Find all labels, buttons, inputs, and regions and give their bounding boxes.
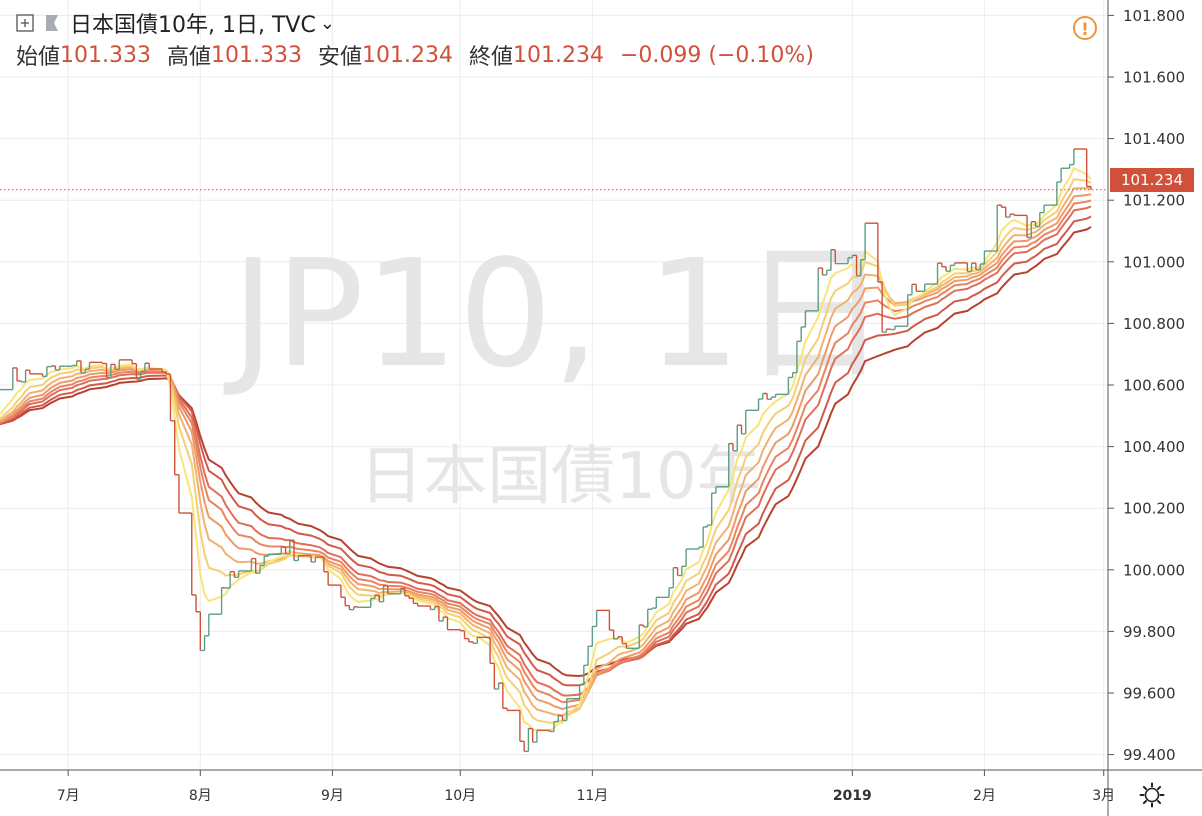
y-tick-label: 100.400	[1123, 438, 1185, 456]
plus-square-icon[interactable]	[16, 14, 34, 32]
x-tick-label: 2月	[973, 788, 996, 804]
y-tick-label: 99.600	[1123, 685, 1176, 703]
x-tick-label: 2019	[833, 788, 872, 804]
chart-legend: 日本国債10年, 1日, TVC ⌄ 始値 101.333 高値 101.333…	[16, 8, 814, 71]
gear-icon[interactable]	[1138, 781, 1166, 809]
high-label: 高値	[167, 45, 212, 70]
high-value: 101.333	[211, 42, 302, 68]
y-tick-label: 101.400	[1123, 130, 1185, 148]
current-price-label: 101.234	[1110, 168, 1194, 192]
open-label: 始値	[16, 45, 61, 70]
watermark-main: JP10, 1日	[223, 228, 888, 400]
x-tick-label: 10月	[444, 788, 476, 804]
y-tick-label: 101.800	[1123, 7, 1185, 25]
y-tick-label: 101.200	[1123, 192, 1185, 210]
change-value: −0.099 (−0.10%)	[620, 42, 814, 68]
ema-line-20	[0, 205, 1092, 697]
close-value: 101.234	[513, 42, 604, 68]
warning-icon[interactable]: !	[1073, 16, 1097, 40]
chevron-down-icon[interactable]: ⌄	[319, 12, 335, 34]
watermark-sub: 日本国債10年	[359, 440, 760, 514]
x-tick-label: 9月	[321, 788, 344, 804]
y-tick-label: 99.400	[1123, 746, 1176, 764]
close-label: 終値	[469, 45, 514, 70]
x-tick-label: 11月	[576, 788, 608, 804]
y-tick-label: 101.000	[1123, 253, 1185, 271]
ema-line-8	[0, 178, 1092, 724]
low-label: 安値	[318, 45, 363, 70]
low-value: 101.234	[362, 42, 453, 68]
flag-icon[interactable]	[44, 14, 60, 32]
x-tick-label: 7月	[57, 788, 80, 804]
y-tick-label: 100.200	[1123, 500, 1185, 518]
y-tick-label: 100.800	[1123, 315, 1185, 333]
y-tick-label: 99.800	[1123, 623, 1176, 641]
ema-line-25	[0, 215, 1092, 687]
y-tick-label: 100.000	[1123, 561, 1185, 579]
y-tick-label: 100.600	[1123, 377, 1185, 395]
open-value: 101.333	[60, 42, 151, 68]
symbol-title[interactable]: 日本国債10年, 1日, TVC	[70, 13, 316, 38]
y-tick-label: 101.600	[1123, 69, 1185, 87]
ema-line-17	[0, 199, 1092, 704]
ema-line-30	[0, 226, 1092, 678]
x-tick-label: 8月	[189, 788, 212, 804]
x-tick-label: 3月	[1092, 788, 1115, 804]
